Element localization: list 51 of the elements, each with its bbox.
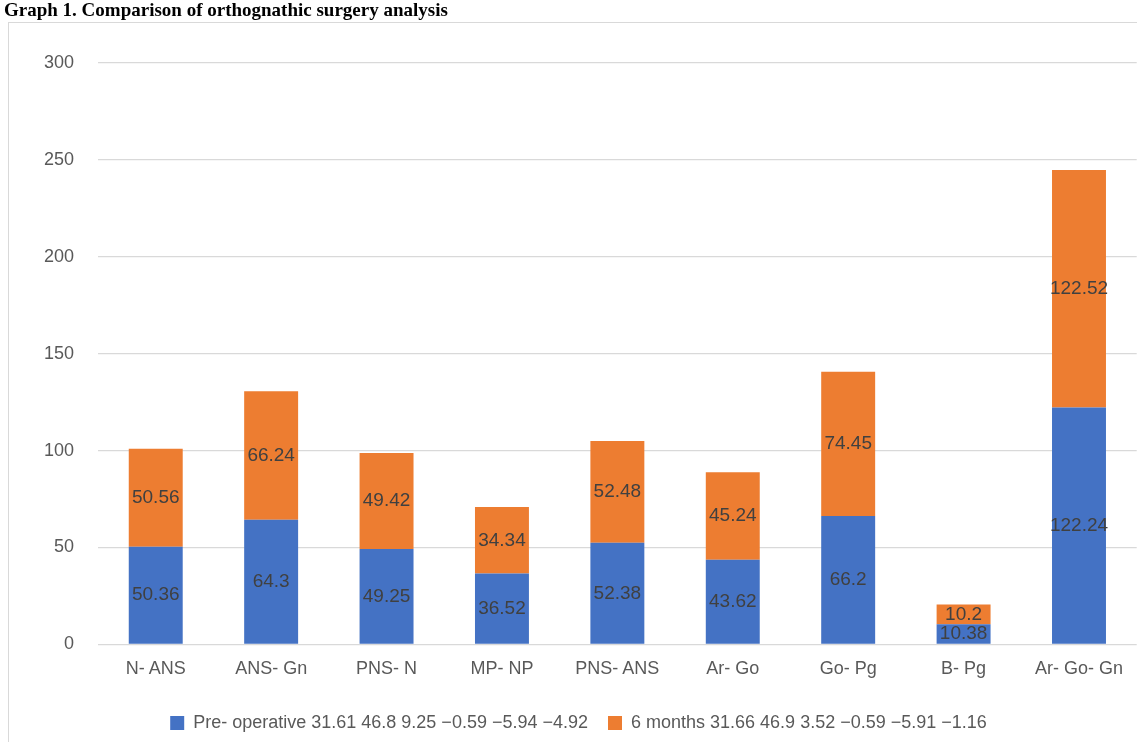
x-tick-label: B- Pg (941, 658, 987, 679)
y-tick-label: 50 (54, 536, 75, 557)
data-label: 52.38 (593, 581, 642, 603)
x-tick-label: PNS- ANS (575, 658, 660, 679)
bar (244, 519, 299, 644)
bar (821, 516, 876, 644)
data-label: 66.24 (247, 443, 296, 465)
data-label: 10.2 (945, 602, 983, 624)
x-tick-label: PNS- N (356, 658, 418, 679)
bar (1052, 169, 1106, 408)
y-tick-label: 100 (43, 439, 75, 460)
data-label: 64.3 (252, 569, 290, 591)
data-label: 34.34 (478, 528, 527, 550)
data-label: 45.24 (709, 504, 757, 526)
bar (128, 546, 183, 644)
x-tick-label: ANS- Gn (235, 658, 308, 679)
x-tick-label: MP- NP (470, 658, 534, 679)
bar (359, 548, 414, 644)
y-tick-label: 0 (64, 633, 75, 654)
bar (705, 472, 760, 560)
data-label: 36.52 (478, 596, 526, 618)
y-tick-label: 200 (43, 245, 75, 266)
chart-title: Graph 1. Comparison of orthognathic surgery analysis (4, 0, 448, 20)
data-label: 10.38 (939, 622, 988, 644)
bar (474, 507, 529, 574)
data-label: 49.42 (362, 489, 411, 511)
legend-label: Pre- operative 31.61 46.8 9.25 −0.59 −5.94 −4.92 (193, 711, 589, 732)
data-label: 43.62 (709, 590, 757, 612)
data-label: 50.36 (131, 583, 180, 605)
data-label: 49.25 (362, 584, 411, 606)
bar (590, 441, 645, 543)
x-tick-label: N- ANS (125, 658, 186, 679)
y-tick-label: 300 (43, 51, 75, 72)
bar (1052, 407, 1106, 644)
y-tick-label: 150 (43, 342, 75, 363)
data-label: 52.48 (593, 480, 642, 502)
x-tick-label: Ar- Go (706, 658, 760, 679)
bar (359, 453, 414, 549)
bar (821, 371, 876, 517)
legend-label: 6 months 31.66 46.9 3.52 −0.59 −5.91 −1.16 (631, 711, 987, 732)
bar (474, 573, 529, 644)
bar (705, 559, 760, 644)
bar (590, 542, 645, 644)
y-tick-label: 250 (43, 148, 75, 169)
x-tick-label: Ar- Go- Gn (1034, 658, 1123, 679)
data-label: 50.56 (131, 485, 180, 507)
bar (244, 391, 299, 520)
x-tick-label: Go- Pg (819, 658, 877, 679)
bar (128, 448, 183, 547)
data-label: 74.45 (824, 432, 872, 454)
data-label: 66.2 (829, 568, 867, 590)
